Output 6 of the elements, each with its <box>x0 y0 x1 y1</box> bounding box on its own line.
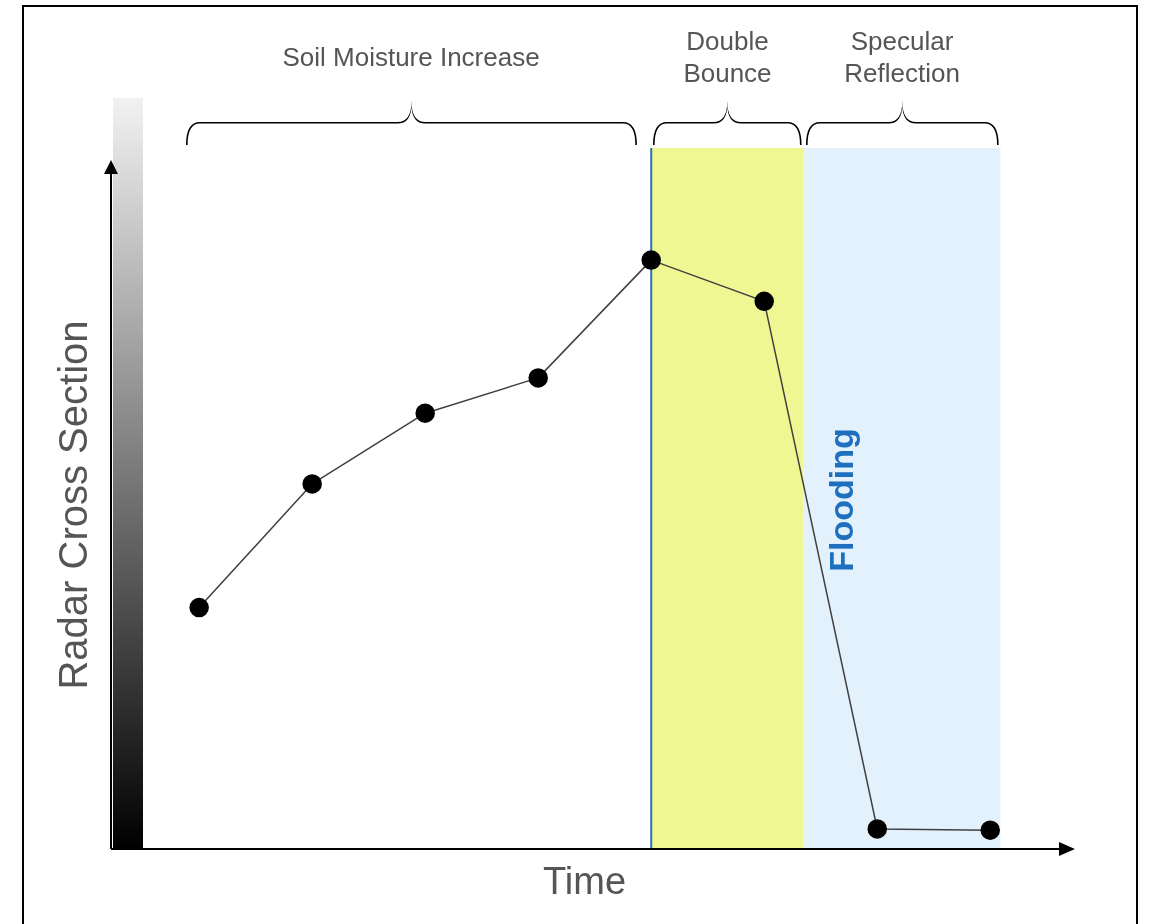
y-axis-title: Radar Cross Section <box>50 320 96 690</box>
annotation: Flooding <box>821 428 860 572</box>
text: Specular Reflection <box>844 26 960 88</box>
text: Double Bounce <box>683 26 772 88</box>
text: Soil Moisture Increase <box>282 42 540 72</box>
x-axis-title: Time <box>543 860 627 903</box>
